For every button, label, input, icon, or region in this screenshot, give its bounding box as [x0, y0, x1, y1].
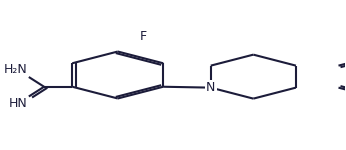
Text: N: N	[206, 81, 216, 94]
Text: F: F	[140, 30, 147, 43]
Text: HN: HN	[8, 97, 27, 110]
Text: H₂N: H₂N	[3, 63, 27, 76]
